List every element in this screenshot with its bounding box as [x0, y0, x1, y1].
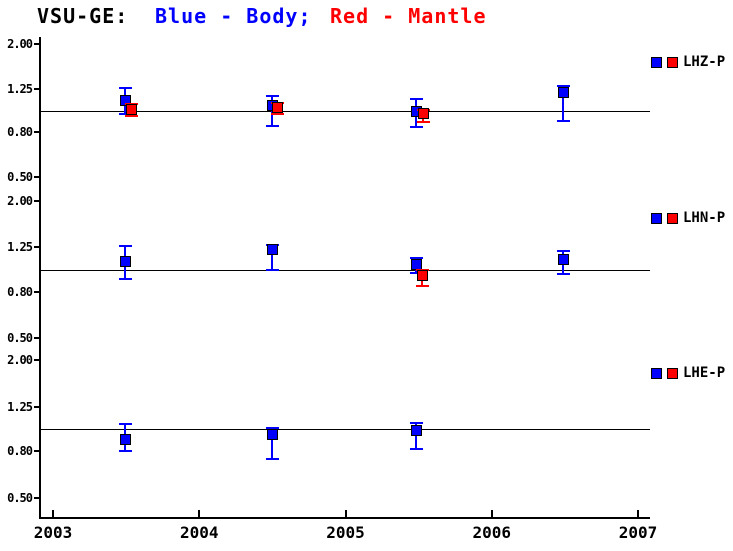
- error-bar-cap-top: [557, 249, 571, 252]
- error-bar: [271, 245, 274, 270]
- y-tick-label: 1.25: [7, 399, 33, 414]
- legend-body-swatch-icon: [651, 57, 662, 68]
- data-point-mantle: [416, 269, 428, 281]
- data-point-body: [558, 254, 570, 266]
- chart-title-station: VSU-GE:: [37, 4, 129, 28]
- error-bar-cap-bottom: [266, 268, 280, 271]
- y-tick: [34, 176, 40, 178]
- y-tick-label: 0.50: [7, 491, 33, 505]
- legend-label: LHZ-P: [683, 54, 726, 70]
- y-tick: [34, 290, 40, 293]
- error-bar: [562, 86, 565, 121]
- y-tick-label: 1.25: [7, 82, 33, 97]
- data-point-body: [410, 258, 422, 270]
- y-tick: [34, 200, 40, 202]
- y-tick-label: 1.25: [7, 240, 33, 255]
- y-tick: [34, 130, 40, 133]
- error-bar-cap-bottom: [417, 120, 430, 123]
- error-bar: [271, 428, 274, 459]
- x-tick-label: 2006: [472, 523, 512, 542]
- legend-body-swatch-icon: [651, 213, 662, 224]
- chart-title-mantle-legend: Red - Mantle: [330, 4, 487, 28]
- x-tick-label: 2005: [326, 523, 365, 542]
- error-bar-cap-bottom: [118, 277, 132, 280]
- error-bar-cap-bottom: [270, 113, 284, 116]
- chart-title-body-legend: Blue - Body;: [155, 4, 312, 28]
- error-bar-cap-bottom: [409, 447, 423, 450]
- y-tick-label: 0.50: [7, 170, 33, 184]
- y-tick-label: 2.00: [7, 37, 33, 51]
- x-tick: [637, 510, 639, 517]
- error-bar-cap-bottom: [118, 113, 132, 116]
- data-point-body: [267, 429, 279, 441]
- error-bar-cap-top: [409, 257, 423, 260]
- error-bar-cap-top: [409, 97, 423, 100]
- legend-mantle-swatch-icon: [667, 57, 678, 68]
- data-point-body: [119, 94, 131, 106]
- x-tick-label: 2007: [618, 523, 658, 542]
- reference-line: [41, 270, 650, 271]
- legend-mantle-swatch-icon: [667, 368, 678, 379]
- y-tick: [34, 359, 40, 361]
- data-point-mantle: [271, 101, 283, 113]
- error-bar-cap-top: [266, 427, 280, 429]
- y-axis-line: [39, 37, 41, 518]
- y-tick-label: 0.80: [7, 284, 33, 299]
- x-axis-line: [39, 517, 650, 519]
- x-tick: [344, 510, 347, 517]
- legend-label: LHE-P: [683, 365, 726, 381]
- x-tick: [490, 510, 493, 517]
- error-bar-cap-bottom: [557, 272, 571, 275]
- data-point-body: [558, 87, 570, 99]
- data-point-body: [410, 425, 422, 436]
- data-point-mantle: [125, 103, 137, 115]
- error-bar-cap-top: [266, 95, 280, 98]
- x-tick: [52, 510, 54, 517]
- error-bar-cap-top: [118, 244, 132, 247]
- y-tick-label: 0.80: [7, 124, 33, 139]
- y-tick: [34, 88, 40, 91]
- data-point-mantle: [418, 108, 429, 120]
- reference-line: [41, 429, 650, 430]
- y-tick: [34, 497, 40, 499]
- y-tick: [34, 246, 40, 249]
- error-bar-cap-bottom: [557, 119, 571, 122]
- error-bar-cap-bottom: [118, 450, 132, 453]
- data-point-body: [119, 255, 131, 267]
- error-bar-cap-top: [557, 85, 571, 88]
- y-tick: [34, 337, 40, 339]
- error-bar-cap-top: [118, 87, 132, 90]
- y-tick-label: 2.00: [7, 353, 33, 367]
- legend-body-swatch-icon: [651, 368, 662, 379]
- legend-label: LHN-P: [683, 210, 726, 226]
- y-tick: [34, 405, 40, 408]
- error-bar-cap-bottom: [124, 115, 138, 118]
- error-bar-cap-bottom: [266, 125, 280, 128]
- x-tick: [198, 510, 201, 517]
- error-bar-cap-top: [118, 423, 132, 426]
- y-tick-label: 2.00: [7, 194, 33, 208]
- y-tick: [34, 450, 40, 453]
- y-tick-label: 0.50: [7, 331, 33, 345]
- y-tick-label: 0.80: [7, 444, 33, 459]
- error-bar-cap-bottom: [409, 271, 423, 274]
- error-bar-cap-top: [409, 422, 423, 425]
- x-tick-label: 2004: [179, 523, 219, 542]
- x-tick-label: 2003: [33, 523, 73, 542]
- error-bar-cap-bottom: [266, 457, 280, 460]
- error-bar-cap-bottom: [409, 126, 423, 129]
- reference-line: [41, 111, 650, 112]
- legend-mantle-swatch-icon: [667, 213, 678, 224]
- data-point-body: [267, 244, 279, 256]
- y-tick: [34, 43, 40, 45]
- data-point-body: [119, 434, 131, 446]
- error-bar-cap-bottom: [415, 284, 429, 287]
